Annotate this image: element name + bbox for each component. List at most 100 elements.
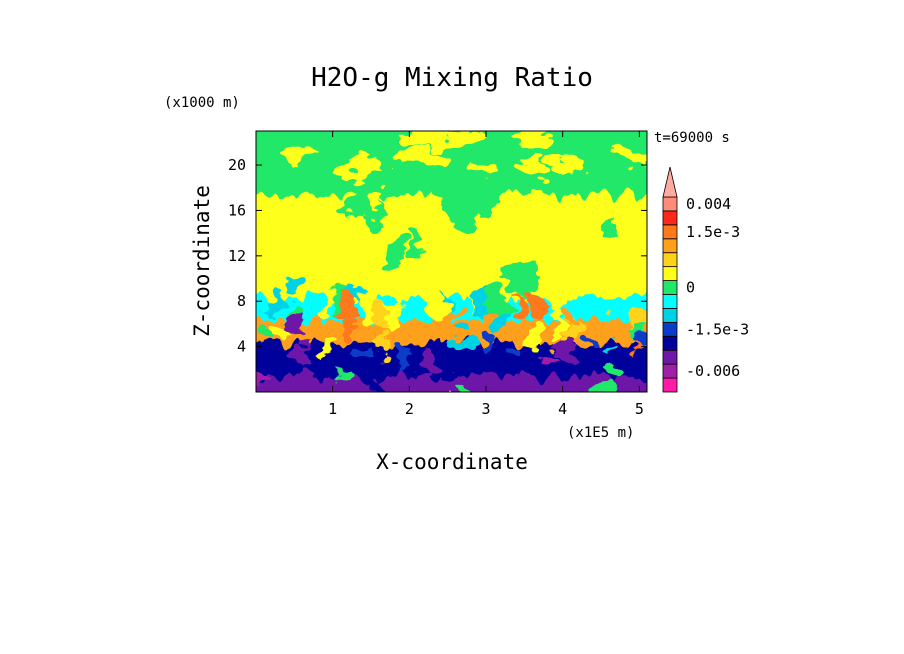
colorbar-level	[662, 266, 678, 281]
heatmap-cell	[561, 306, 573, 324]
x-tick-label: 4	[558, 400, 567, 418]
colorbar-level	[662, 363, 678, 379]
heatmap-cell	[485, 141, 507, 149]
heatmap-cell	[565, 379, 577, 388]
heatmap-cell	[513, 159, 546, 171]
heatmap-cell	[410, 145, 453, 161]
y-tick-label: 4	[237, 338, 246, 356]
heatmap-cell	[478, 329, 495, 353]
heatmap-cell	[365, 381, 382, 392]
colorbar-tick-label: 0	[686, 279, 695, 297]
heatmap-cell	[420, 348, 440, 375]
heatmap-cell	[351, 157, 385, 170]
heatmap-cell	[415, 372, 428, 381]
heatmap-cell	[474, 186, 500, 219]
heatmap-cell	[407, 235, 425, 257]
heatmap-cell	[317, 301, 330, 321]
heatmap-cell	[456, 303, 467, 320]
colorbar-level	[662, 321, 678, 337]
heatmap-cell	[383, 236, 407, 267]
x-tick-label: 5	[635, 400, 644, 418]
heatmap-cell	[632, 326, 647, 350]
y-tick-label: 12	[228, 247, 246, 265]
heatmap-cell	[547, 278, 567, 310]
colorbar-arrow	[662, 166, 678, 198]
y-tick-label: 16	[228, 201, 246, 219]
heatmap-cell	[272, 321, 289, 347]
heatmap-cell	[359, 346, 369, 360]
y-tick-label: 8	[237, 292, 246, 310]
heatmap-cell	[510, 131, 555, 147]
heatmap-cell	[396, 343, 413, 367]
x-tick-label: 1	[328, 400, 337, 418]
y-tick-label: 20	[228, 156, 246, 174]
heatmap-cell	[454, 332, 471, 356]
colorbar-level	[662, 377, 678, 393]
heatmap-cell	[372, 298, 392, 327]
colorbar-level	[662, 210, 678, 226]
heatmap-cell	[516, 373, 527, 381]
heatmap-cell	[256, 375, 271, 387]
colorbar-level	[662, 294, 678, 309]
colorbar-level	[662, 349, 678, 365]
heatmap-cell	[606, 339, 615, 352]
colorbar-level	[662, 238, 678, 254]
heatmap-cell	[602, 216, 619, 239]
colorbar-level	[662, 280, 678, 295]
heatmap-cell	[284, 371, 310, 390]
heatmap-field	[256, 131, 647, 392]
heatmap-cell	[427, 289, 447, 322]
colorbar-tick-label: 0.004	[686, 195, 731, 213]
heatmap-cell	[465, 164, 508, 180]
colorbar-ticks: 0.004 1.5e-3 0 -1.5e-3 -0.006	[686, 195, 749, 380]
colorbar-level	[662, 335, 678, 351]
colorbar-level	[662, 224, 678, 240]
heatmap-cell	[493, 312, 511, 337]
heatmap-cell	[259, 321, 273, 340]
heatmap-cell	[285, 276, 301, 301]
heatmap-cell	[280, 206, 325, 263]
heatmap-cell	[439, 180, 478, 231]
heatmap-cell	[598, 380, 618, 392]
colorbar-tick-label: -1.5e-3	[686, 320, 749, 338]
heatmap-cell	[344, 321, 360, 344]
heatmap-cell	[365, 187, 389, 217]
heatmap-cell	[550, 307, 563, 327]
heatmap-cell	[438, 368, 457, 382]
heatmap-cell	[372, 329, 389, 355]
heatmap-cell	[513, 180, 553, 231]
heatmap-cell	[444, 131, 487, 146]
chart-title: H2O-g Mixing Ratio	[311, 63, 593, 93]
heatmap-cell	[558, 338, 575, 361]
heatmap-cell	[551, 148, 589, 162]
heatmap-cell	[323, 336, 335, 354]
heatmap-cell	[505, 346, 516, 361]
heatmap-cell	[292, 343, 313, 372]
heatmap-cell	[507, 228, 533, 261]
heatmap-cell	[543, 356, 561, 368]
y-unit-label: (x1000 m)	[164, 95, 240, 111]
colorbar-tick-label: 1.5e-3	[686, 223, 740, 241]
heatmap-cell	[264, 292, 281, 317]
heatmap-cell	[608, 359, 625, 371]
x-unit-label: (x1E5 m)	[567, 425, 634, 441]
heatmap-cell	[338, 213, 373, 259]
heatmap-cell	[527, 293, 547, 322]
x-tick-label: 2	[405, 400, 414, 418]
heatmap-cell	[554, 323, 564, 337]
y-axis: 4 8 12 16 20	[228, 156, 647, 356]
heatmap-cell	[402, 131, 437, 140]
heatmap-cell	[313, 132, 362, 150]
heatmap-cell	[607, 310, 617, 324]
heatmap-cell	[334, 296, 354, 325]
heatmap-cell	[521, 323, 541, 354]
heatmap-cell	[583, 335, 596, 353]
colorbar-tick-label: -0.006	[686, 362, 740, 380]
heatmap-cell	[359, 300, 378, 328]
y-axis-label: Z-coordinate	[190, 185, 214, 337]
x-axis-label: X-coordinate	[376, 450, 528, 474]
x-tick-label: 3	[481, 400, 490, 418]
colorbar-level	[662, 308, 678, 323]
time-label: t=69000 s	[654, 130, 730, 146]
